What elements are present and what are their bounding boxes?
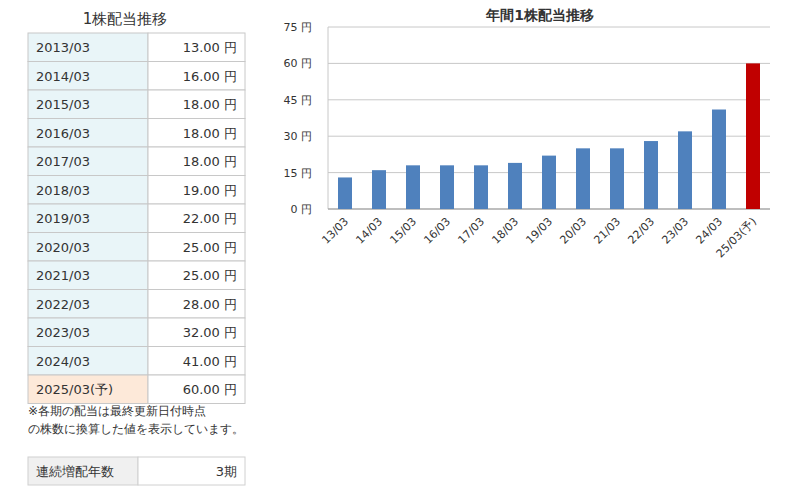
x-tick-label: 14/03 xyxy=(354,215,386,247)
table-period: 2022/03 xyxy=(36,297,90,312)
table-dividend: 32.00 円 xyxy=(183,325,237,340)
page: 1株配当推移 2013/03 13.00 円 2014/03 16.00 円 2015/0… xyxy=(0,0,800,494)
table-period: 2023/03 xyxy=(36,325,90,340)
bar xyxy=(644,141,658,209)
note: ※各期の配当は最終更新日付時点 xyxy=(28,404,206,418)
table-cell xyxy=(28,147,148,176)
table-period: 2021/03 xyxy=(36,268,90,283)
table-cell xyxy=(148,147,245,176)
bar xyxy=(440,165,454,209)
table-dividend: 25.00 円 xyxy=(183,240,237,255)
table-period: 2020/03 xyxy=(36,240,90,255)
x-tick-label: 18/03 xyxy=(490,215,522,247)
table-cell xyxy=(28,119,148,148)
bar xyxy=(576,148,590,209)
table-cell xyxy=(28,176,148,205)
table-dividend: 60.00 円 xyxy=(183,382,237,397)
grid-line xyxy=(328,63,770,64)
summary-cell xyxy=(28,457,138,485)
bar xyxy=(406,165,420,209)
y-tick-label: 0 円 xyxy=(291,203,313,216)
table-dividend: 25.00 円 xyxy=(183,268,237,283)
table-dividend: 19.00 円 xyxy=(183,183,237,198)
table-cell xyxy=(28,33,148,62)
summary-value: 3期 xyxy=(216,464,237,479)
summary-cell xyxy=(138,457,245,485)
note: の株数に換算した値を表示しています。 xyxy=(28,422,244,436)
table-period: 2013/03 xyxy=(36,40,90,55)
table-period: 2025/03(予) xyxy=(36,382,113,397)
table-dividend: 13.00 円 xyxy=(183,40,237,55)
table-period: 2018/03 xyxy=(36,183,90,198)
table-cell xyxy=(28,318,148,347)
table-dividend: 22.00 円 xyxy=(183,211,237,226)
x-tick-label: 22/03 xyxy=(626,215,658,247)
table-cell xyxy=(28,347,148,376)
table-period: 2016/03 xyxy=(36,126,90,141)
table-period: 2017/03 xyxy=(36,154,90,169)
bar xyxy=(542,156,556,209)
table-cell xyxy=(28,233,148,262)
x-tick-label: 19/03 xyxy=(524,215,556,247)
bar xyxy=(610,148,624,209)
bars xyxy=(338,63,760,209)
table-cell xyxy=(148,33,245,62)
table-cell xyxy=(148,90,245,119)
y-tick-label: 30 円 xyxy=(284,130,313,143)
table-cell xyxy=(148,62,245,91)
table-dividend: 18.00 円 xyxy=(183,97,237,112)
bar xyxy=(712,110,726,209)
y-tick-label: 15 円 xyxy=(284,167,313,180)
y-axis xyxy=(328,27,329,209)
table-period: 2014/03 xyxy=(36,69,90,84)
table-cell xyxy=(148,204,245,233)
x-tick-label: 20/03 xyxy=(558,215,590,247)
table-dividend: 41.00 円 xyxy=(183,354,237,369)
x-tick-label: 15/03 xyxy=(388,215,420,247)
bar xyxy=(508,163,522,209)
chart-title: 年間1株配当推移 xyxy=(485,7,594,23)
x-tick-label: 24/03 xyxy=(694,215,726,247)
table-cell xyxy=(148,119,245,148)
bar xyxy=(678,131,692,209)
table-period: 2019/03 xyxy=(36,211,90,226)
table-cell xyxy=(28,261,148,290)
bar xyxy=(746,63,760,209)
table-cell xyxy=(148,375,245,404)
table-dividend: 16.00 円 xyxy=(183,69,237,84)
grid-line xyxy=(328,27,770,28)
table-cell xyxy=(28,375,148,404)
y-tick-label: 60 円 xyxy=(284,57,313,70)
table-dividend: 28.00 円 xyxy=(183,297,237,312)
table-title: 1株配当推移 xyxy=(83,10,168,28)
table-cell xyxy=(148,176,245,205)
table-dividend: 18.00 円 xyxy=(183,154,237,169)
x-tick-label: 17/03 xyxy=(456,215,488,247)
bar xyxy=(372,170,386,209)
summary-label: 連続増配年数 xyxy=(36,464,114,479)
table-cell xyxy=(28,290,148,319)
table-cell xyxy=(148,261,245,290)
x-tick-label: 25/03(予) xyxy=(714,215,759,260)
x-tick-label: 13/03 xyxy=(320,215,352,247)
bar xyxy=(474,165,488,209)
table-cell xyxy=(148,233,245,262)
table-period: 2015/03 xyxy=(36,97,90,112)
table-cell xyxy=(28,90,148,119)
x-tick-label: 23/03 xyxy=(660,215,692,247)
table-cell xyxy=(148,290,245,319)
grid-line xyxy=(328,136,770,137)
y-tick-label: 45 円 xyxy=(284,94,313,107)
x-tick-label: 16/03 xyxy=(422,215,454,247)
y-tick-label: 75 円 xyxy=(284,21,313,34)
table-cell xyxy=(28,204,148,233)
bar xyxy=(338,177,352,209)
grid-line xyxy=(328,99,770,100)
table-dividend: 18.00 円 xyxy=(183,126,237,141)
x-tick-label: 21/03 xyxy=(592,215,624,247)
table-cell xyxy=(28,62,148,91)
table-cell xyxy=(148,347,245,376)
table-period: 2024/03 xyxy=(36,354,90,369)
table-cell xyxy=(148,318,245,347)
